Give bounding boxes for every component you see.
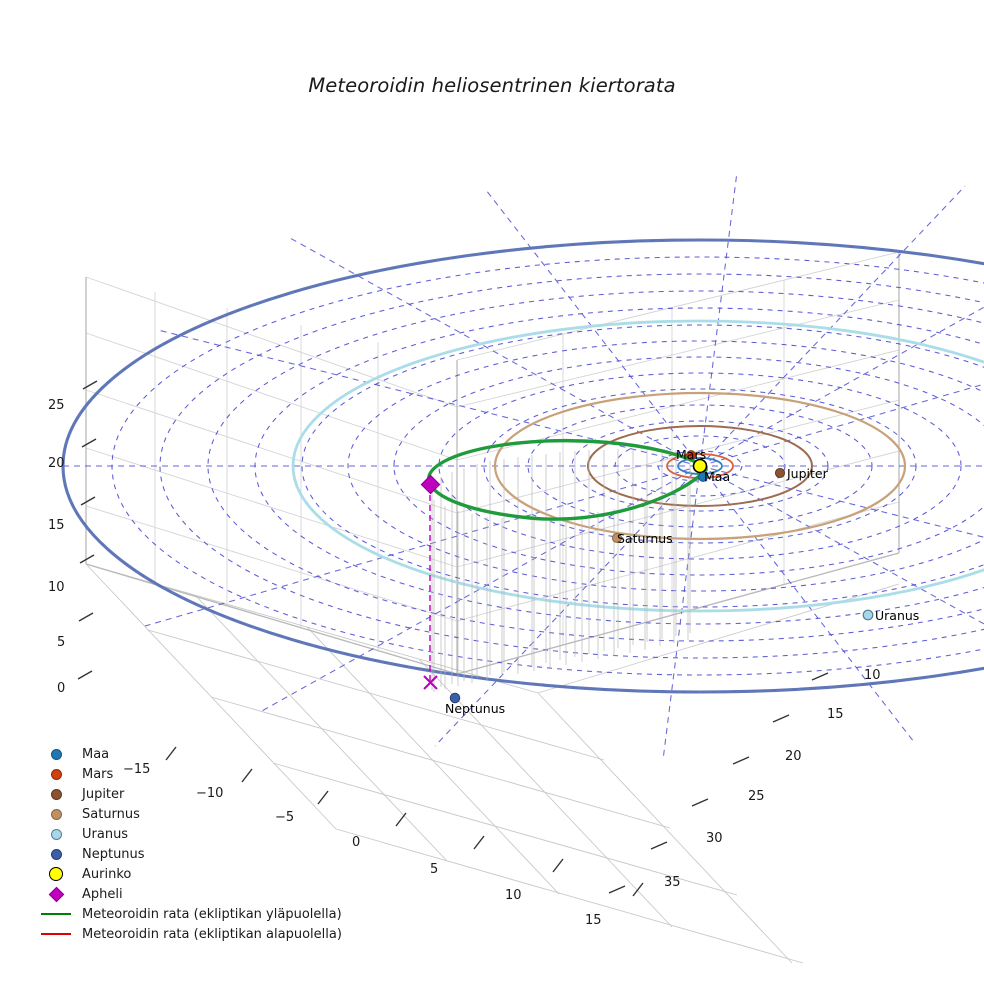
label-saturnus: Saturnus: [617, 531, 673, 546]
line-icon: [36, 904, 76, 924]
axis-spines: [85, 252, 900, 675]
orbit-ring-jupiter: [587, 425, 813, 507]
aphelion-marker: [420, 474, 441, 495]
marker-mars: [686, 450, 696, 460]
legend-label: Uranus: [82, 826, 129, 842]
x-tick: 5: [430, 862, 439, 877]
y-tick: 25: [748, 789, 765, 804]
legend: Maa Mars Jupiter Saturnus Uranus: [36, 744, 356, 944]
pane-grid-back-left: [85, 276, 458, 675]
marker-aurinko: [692, 458, 708, 474]
diamond-icon: [36, 884, 76, 904]
legend-label: Maa: [82, 746, 110, 762]
tick-marks-z: [77, 380, 98, 680]
label-mars: Mars: [676, 447, 707, 462]
page-title: Meteoroidin heliosentrinen kiertorata: [308, 74, 676, 97]
circle-icon: [36, 824, 76, 844]
orbit-projection-stems: [431, 449, 691, 692]
legend-item-saturnus[interactable]: Saturnus: [36, 804, 356, 824]
marker-neptunus: [449, 692, 461, 704]
legend-label: Apheli: [82, 886, 123, 902]
tick-marks-y: [608, 672, 829, 894]
marker-jupiter: [774, 467, 786, 479]
legend-item-orbit-above[interactable]: Meteoroidin rata (ekliptikan yläpuolella…: [36, 904, 356, 924]
circle-icon: [36, 804, 76, 824]
label-neptunus: Neptunus: [445, 701, 506, 716]
z-tick: 20: [48, 456, 65, 471]
y-tick: 35: [664, 875, 681, 890]
x-tick: 0: [352, 835, 361, 850]
circle-icon: [36, 744, 76, 764]
orbit-ring-uranus: [291, 319, 984, 613]
legend-label: Meteoroidin rata (ekliptikan yläpuolella…: [82, 906, 342, 922]
legend-item-apheli[interactable]: Apheli: [36, 884, 356, 904]
legend-item-uranus[interactable]: Uranus: [36, 824, 356, 844]
x-tick: 15: [585, 913, 602, 928]
x-tick: −15: [123, 762, 151, 777]
legend-label: Mars: [82, 766, 114, 782]
marker-uranus: [862, 609, 874, 621]
z-tick: 25: [48, 398, 65, 413]
y-tick: 20: [785, 749, 802, 764]
label-jupiter: Jupiter: [787, 466, 828, 481]
label-uranus: Uranus: [875, 608, 920, 623]
x-tick: −10: [196, 786, 224, 801]
marker-maa: [698, 472, 708, 482]
legend-label: Meteoroidin rata (ekliptikan alapuolella…: [82, 926, 342, 942]
legend-item-maa[interactable]: Maa: [36, 744, 356, 764]
legend-item-jupiter[interactable]: Jupiter: [36, 784, 356, 804]
legend-item-aurinko[interactable]: Aurinko: [36, 864, 356, 884]
label-maa: Maa: [704, 469, 731, 484]
polar-grid-spokes: [63, 171, 984, 761]
legend-item-orbit-below[interactable]: Meteoroidin rata (ekliptikan alapuolella…: [36, 924, 356, 944]
z-tick: 15: [48, 518, 65, 533]
circle-icon: [36, 784, 76, 804]
orbit-ring-neptunus: [61, 238, 984, 694]
legend-label: Neptunus: [82, 846, 145, 862]
orbit-ring-saturnus: [493, 391, 907, 541]
marker-saturnus: [611, 532, 623, 544]
legend-label: Jupiter: [82, 786, 125, 802]
sun-icon: [36, 864, 76, 884]
x-tick: 10: [505, 888, 522, 903]
circle-icon: [36, 764, 76, 784]
legend-label: Saturnus: [82, 806, 140, 822]
line-icon: [36, 924, 76, 944]
y-tick: 30: [706, 831, 723, 846]
legend-label: Aurinko: [82, 866, 132, 882]
z-tick: 0: [57, 681, 66, 696]
tick-marks-x: [165, 746, 644, 897]
x-tick: −5: [275, 810, 295, 825]
y-tick: 10: [864, 668, 881, 683]
legend-item-neptunus[interactable]: Neptunus: [36, 844, 356, 864]
z-tick: 5: [57, 635, 66, 650]
circle-icon: [36, 844, 76, 864]
legend-item-mars[interactable]: Mars: [36, 764, 356, 784]
aphelion-projection-marker: [423, 675, 438, 690]
z-tick: 10: [48, 580, 65, 595]
y-tick: 15: [827, 707, 844, 722]
meteoroid-orbit-above-ecliptic: [427, 438, 708, 521]
